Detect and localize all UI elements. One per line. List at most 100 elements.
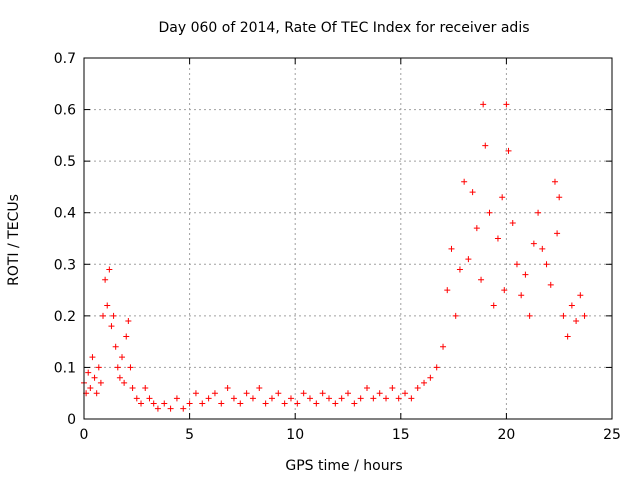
data-point — [230, 395, 237, 402]
data-point — [281, 400, 288, 407]
x-tick-label: 15 — [392, 427, 410, 443]
data-point — [573, 318, 580, 325]
data-point — [482, 142, 489, 149]
data-point — [480, 101, 487, 108]
data-point — [351, 400, 358, 407]
data-point — [564, 333, 571, 340]
data-point — [469, 189, 476, 196]
data-point — [490, 302, 497, 309]
data-point — [313, 400, 320, 407]
data-point — [522, 271, 529, 278]
data-point — [287, 395, 294, 402]
data-point — [427, 374, 434, 381]
data-point — [503, 101, 510, 108]
data-point — [95, 364, 102, 371]
data-point — [345, 390, 351, 397]
data-point — [395, 395, 402, 402]
data-point — [364, 385, 371, 392]
data-point — [499, 194, 506, 201]
data-point — [535, 209, 542, 216]
data-point — [402, 390, 409, 397]
data-point — [568, 302, 575, 309]
data-point — [112, 343, 119, 350]
data-point — [338, 395, 345, 402]
data-point — [421, 379, 428, 386]
data-point — [256, 385, 263, 392]
data-point — [275, 390, 282, 397]
data-point — [530, 240, 537, 247]
data-point — [501, 287, 508, 294]
data-point — [513, 261, 520, 268]
data-point — [85, 369, 92, 376]
data-points — [81, 101, 588, 412]
y-tick-label: 0.1 — [54, 360, 76, 376]
data-point — [556, 194, 563, 201]
data-point — [389, 385, 396, 392]
data-point — [319, 390, 326, 397]
data-point — [108, 323, 115, 330]
y-tick-label: 0.6 — [54, 103, 76, 119]
data-point — [106, 266, 113, 273]
data-point — [121, 379, 128, 386]
x-tick-label: 25 — [603, 427, 621, 443]
y-tick-label: 0.3 — [54, 257, 76, 273]
y-tick-label: 0.5 — [54, 154, 76, 170]
x-tick-label: 10 — [286, 427, 304, 443]
data-point — [494, 235, 501, 242]
data-point — [433, 364, 440, 371]
data-point — [87, 385, 94, 392]
data-point — [89, 354, 96, 361]
data-point — [173, 395, 180, 402]
data-point — [383, 395, 390, 402]
data-point — [509, 220, 516, 227]
data-point — [444, 287, 451, 294]
data-point — [294, 400, 301, 407]
data-point — [268, 395, 275, 402]
data-point — [465, 256, 472, 263]
data-point — [91, 374, 98, 381]
data-point — [325, 395, 332, 402]
data-point — [102, 276, 109, 283]
data-point — [180, 405, 187, 412]
data-point — [199, 400, 206, 407]
data-point — [93, 390, 100, 397]
data-point — [104, 302, 111, 309]
data-point — [357, 395, 364, 402]
data-point — [167, 405, 174, 412]
data-point — [154, 405, 161, 412]
data-point — [526, 312, 533, 319]
data-point — [192, 390, 199, 397]
x-tick-label: 20 — [497, 427, 515, 443]
data-point — [551, 178, 558, 185]
data-point — [97, 379, 104, 386]
data-point — [452, 312, 459, 319]
data-point — [300, 390, 307, 397]
y-tick-label: 0.7 — [54, 51, 76, 67]
data-point — [448, 245, 455, 252]
data-point — [408, 395, 415, 402]
data-point — [581, 312, 588, 319]
y-tick-label: 0.4 — [54, 206, 76, 222]
data-point — [306, 395, 313, 402]
data-point — [123, 333, 130, 340]
data-point — [129, 385, 136, 392]
data-point — [142, 385, 149, 392]
x-tick-label: 5 — [185, 427, 194, 443]
data-point — [505, 147, 512, 154]
data-point — [237, 400, 244, 407]
data-point — [119, 354, 126, 361]
data-point — [211, 390, 218, 397]
data-point — [224, 385, 231, 392]
data-point — [414, 385, 421, 392]
data-point — [100, 312, 107, 319]
data-point — [262, 400, 269, 407]
data-point — [161, 400, 168, 407]
data-point — [370, 395, 377, 402]
data-point — [125, 318, 132, 325]
data-point — [249, 395, 256, 402]
data-point — [243, 390, 250, 397]
data-point — [138, 400, 145, 407]
plot-frame — [83, 57, 613, 420]
